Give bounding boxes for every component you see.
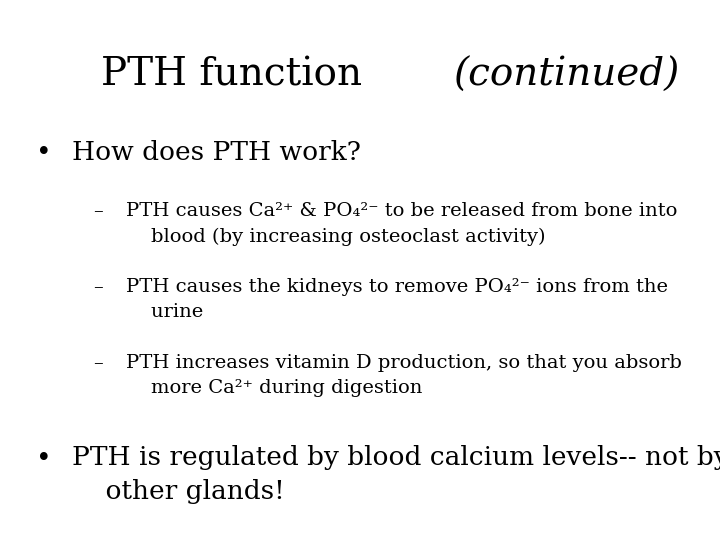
Text: How does PTH work?: How does PTH work? [72, 140, 361, 165]
Text: –: – [94, 278, 104, 296]
Text: –: – [94, 354, 104, 372]
Text: PTH causes Ca²⁺ & PO₄²⁻ to be released from bone into
    blood (by increasing o: PTH causes Ca²⁺ & PO₄²⁻ to be released f… [126, 202, 678, 246]
Text: PTH is regulated by blood calcium levels-- not by
    other glands!: PTH is regulated by blood calcium levels… [72, 446, 720, 503]
Text: PTH increases vitamin D production, so that you absorb
    more Ca²⁺ during dige: PTH increases vitamin D production, so t… [126, 354, 682, 397]
Text: •: • [36, 446, 52, 470]
Text: PTH causes the kidneys to remove PO₄²⁻ ions from the
    urine: PTH causes the kidneys to remove PO₄²⁻ i… [126, 278, 668, 321]
Text: –: – [94, 202, 104, 220]
Text: •: • [36, 140, 52, 165]
Text: PTH function: PTH function [101, 57, 374, 94]
Text: (continued): (continued) [454, 57, 680, 94]
